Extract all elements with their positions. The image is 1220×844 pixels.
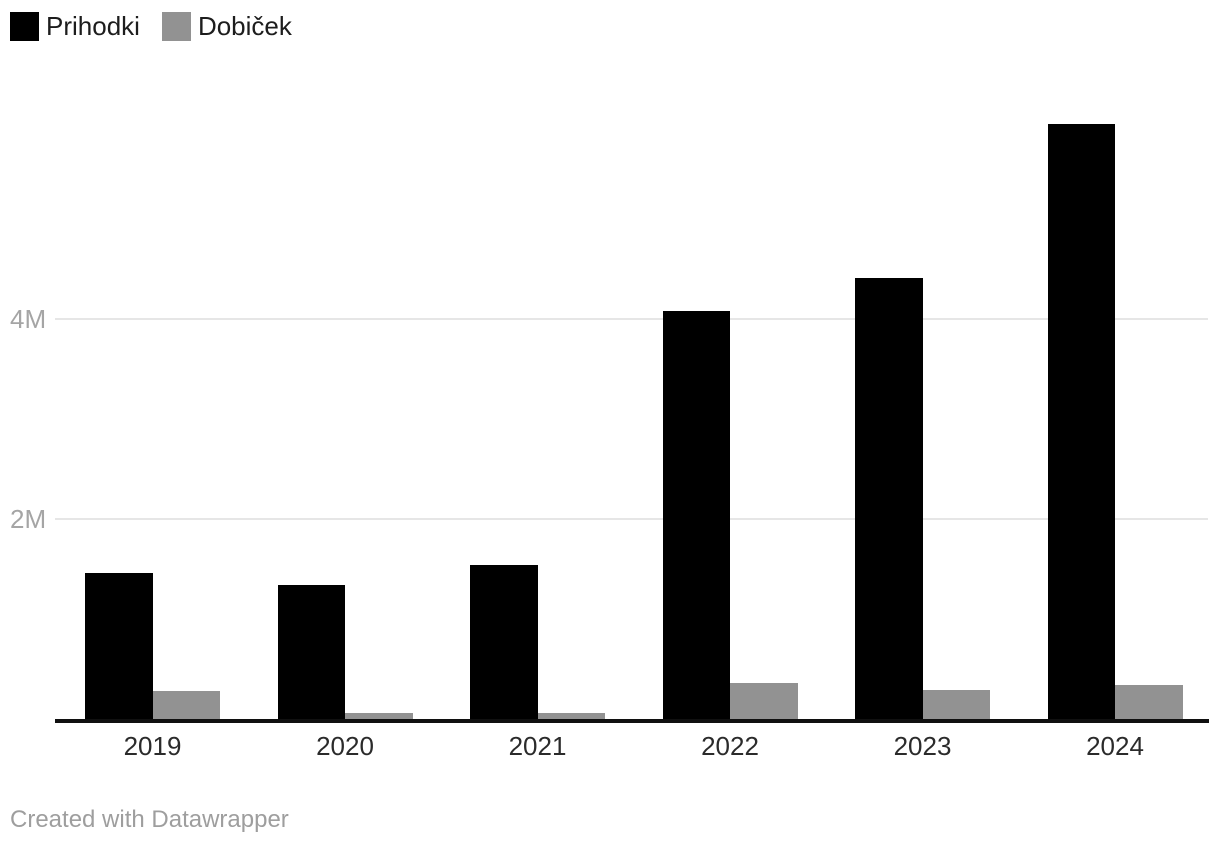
- bar-dobiček-2024: [1115, 685, 1183, 720]
- bar-dobiček-2023: [922, 690, 990, 720]
- x-axis-tick-2021: 2021: [508, 731, 567, 761]
- legend-item-dobicek: Dobiček: [161, 11, 292, 41]
- legend-swatch-dobicek: [161, 12, 191, 41]
- legend-label-dobicek: Dobiček: [197, 11, 292, 41]
- bar-prihodki-2022: [662, 311, 730, 720]
- y-axis-tick-2M: 2M: [10, 504, 47, 535]
- legend-item-prihodki: Prihodki: [10, 12, 140, 41]
- legend-swatch-prihodki: [10, 12, 39, 41]
- x-axis-tick-2024: 2024: [1086, 731, 1144, 761]
- bar-prihodki-2019: [85, 573, 153, 720]
- bar-prihodki-2021: [470, 565, 538, 720]
- x-axis-tick-2022: 2022: [701, 731, 759, 761]
- bar-dobiček-2019: [152, 691, 220, 720]
- bar-dobiček-2022: [730, 683, 798, 720]
- x-axis-tick-2019: 2019: [123, 731, 182, 761]
- bar-prihodki-2024: [1047, 124, 1115, 720]
- attribution-text: Created with Datawrapper: [10, 806, 289, 833]
- x-axis-tick-2023: 2023: [893, 731, 952, 761]
- bar-dobiček-2021: [537, 713, 605, 720]
- x-axis-tick-2020: 2020: [316, 731, 374, 761]
- bar-dobiček-2020: [345, 713, 413, 720]
- x-axis-baseline: [55, 719, 1209, 723]
- bar-prihodki-2023: [855, 278, 923, 720]
- gridline-2M: [55, 518, 1208, 521]
- y-axis-tick-4M: 4M: [10, 303, 47, 334]
- gridline-4M: [55, 317, 1208, 320]
- legend: Prihodki Dobiček: [10, 12, 314, 41]
- bar-prihodki-2020: [277, 585, 345, 720]
- legend-label-prihodki: Prihodki: [46, 11, 140, 41]
